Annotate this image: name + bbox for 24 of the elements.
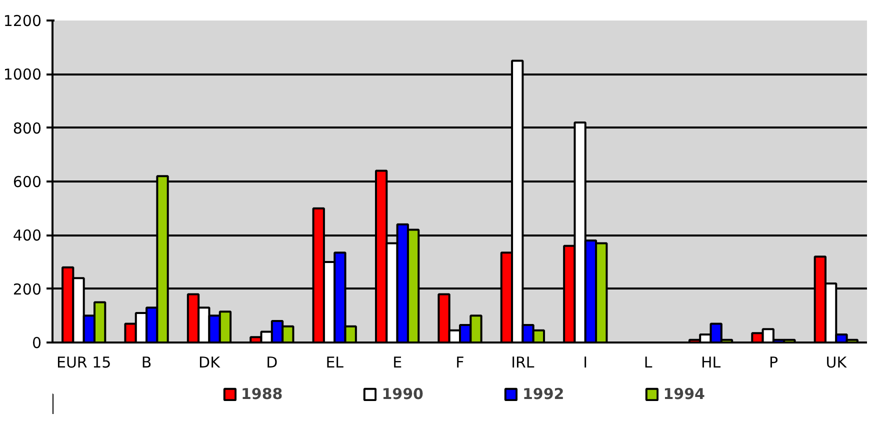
y-tick-label: 1200 (3, 12, 42, 30)
legend-label: 1994 (663, 385, 705, 403)
x-tick-label: UK (826, 354, 848, 372)
x-tick-label: D (266, 354, 278, 372)
y-tick-label: 400 (12, 226, 42, 245)
y-tick-label: 1000 (3, 66, 42, 84)
x-tick-label: EUR 15 (56, 354, 112, 372)
x-tick-label: IRL (511, 354, 535, 372)
x-tick-label: P (768, 354, 778, 372)
legend-label: 1992 (522, 385, 564, 403)
y-tick-label: 200 (12, 280, 42, 298)
y-tick-label: 800 (12, 119, 42, 138)
x-tick-label: EL (326, 354, 344, 372)
y-tick-label: 0 (32, 334, 42, 352)
x-tick-label: B (141, 354, 152, 372)
x-tick-label: DK (198, 354, 222, 372)
x-tick-label: E (392, 354, 402, 372)
x-tick-label: L (644, 354, 653, 372)
y-tick-label: 600 (12, 173, 42, 191)
x-tick-label: I (583, 354, 588, 372)
legend-label: 1988 (241, 385, 283, 403)
legend-label: 1990 (382, 385, 424, 403)
x-tick-label: HL (700, 354, 722, 372)
x-tick-label: F (456, 354, 464, 372)
